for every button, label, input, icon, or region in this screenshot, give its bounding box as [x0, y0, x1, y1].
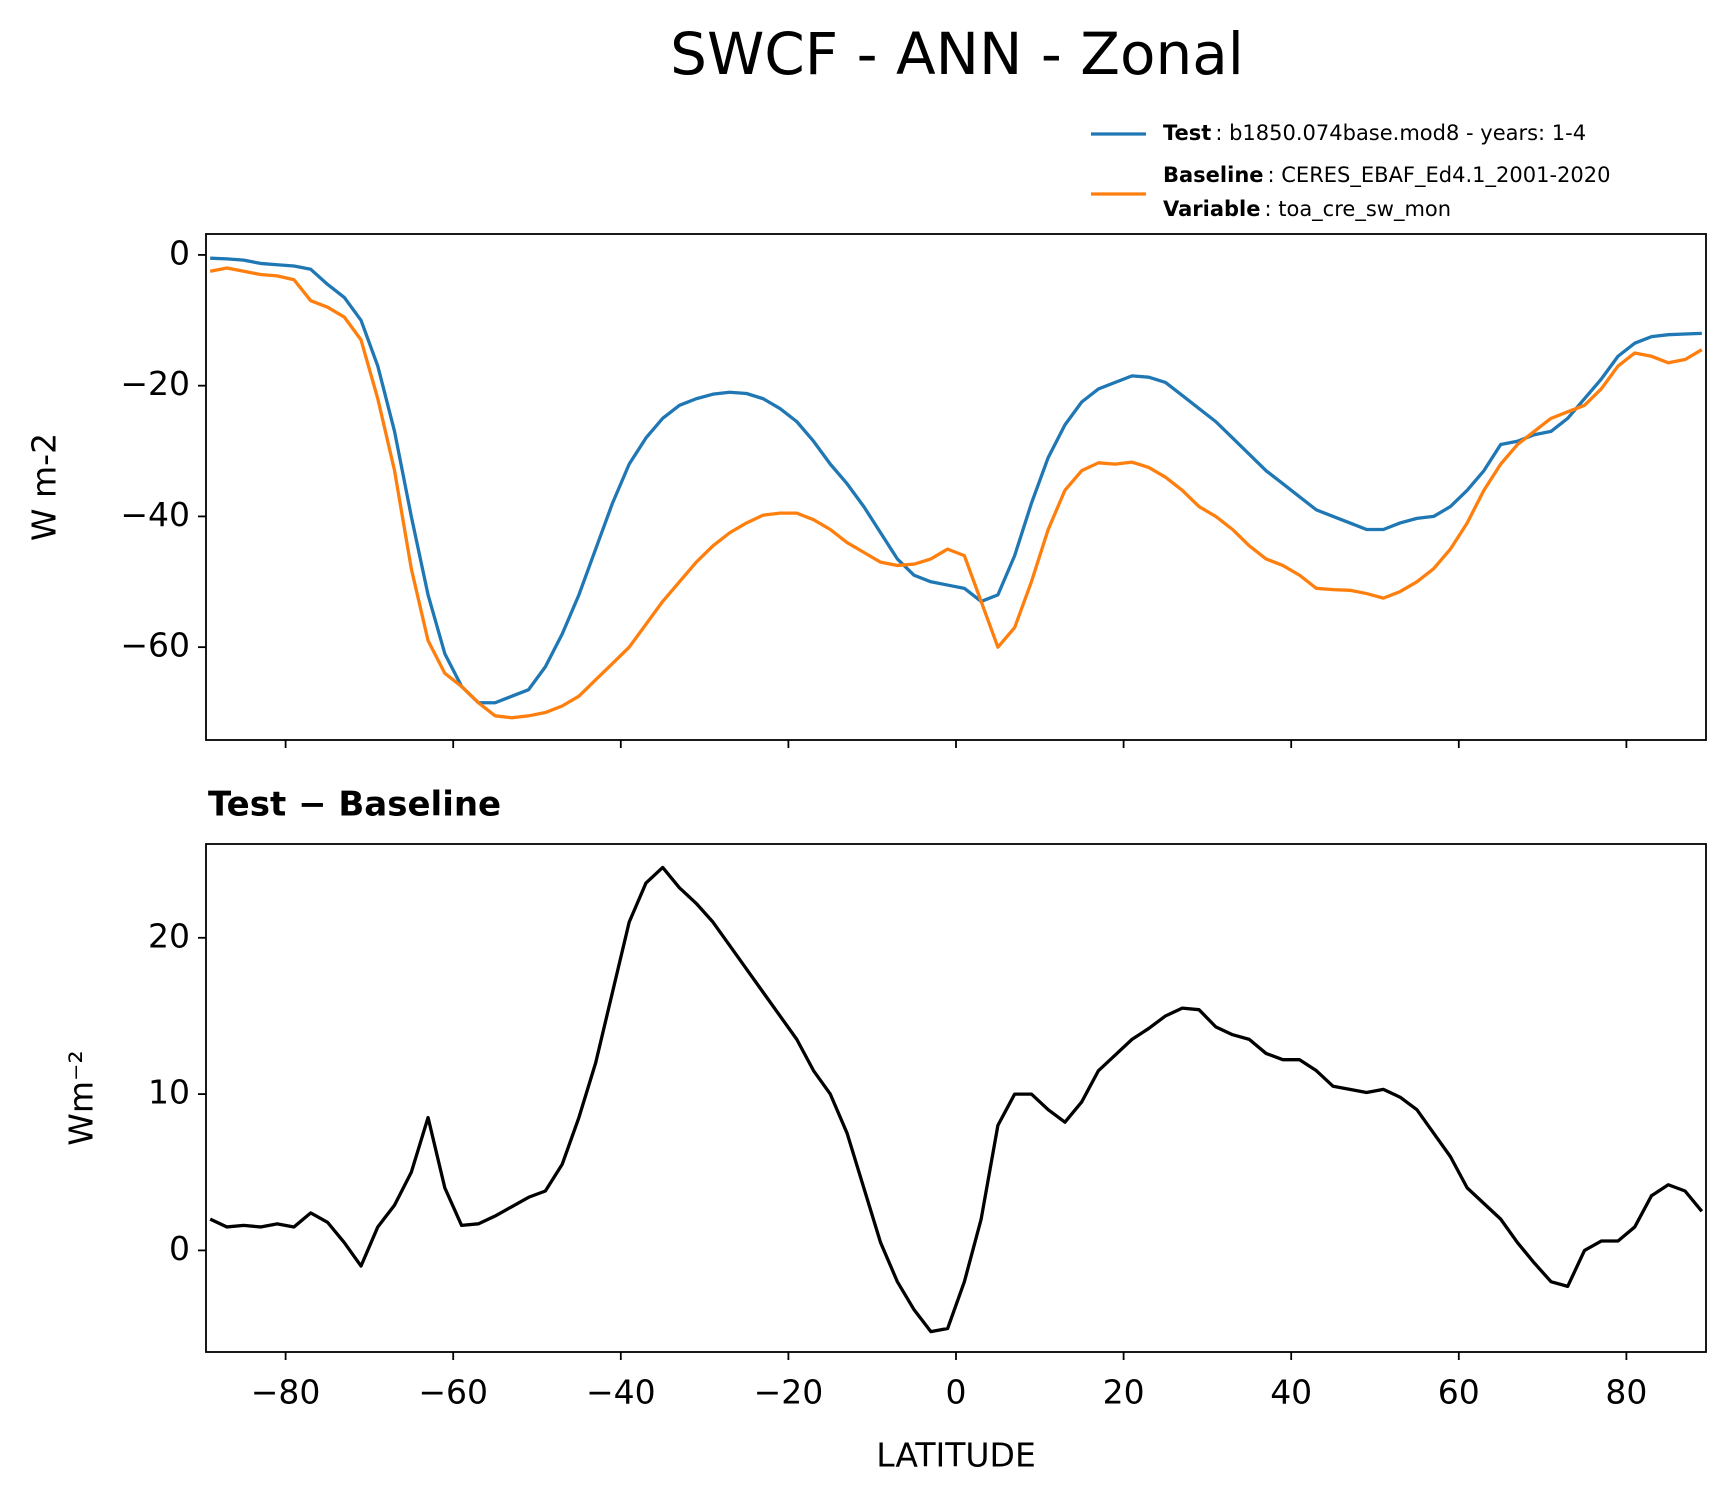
legend-label: : CERES_EBAF_Ed4.1_2001-2020 — [1268, 163, 1611, 188]
data-line — [209, 266, 1703, 720]
x-tick-label: 40 — [1270, 1373, 1312, 1412]
y-tick-label: −60 — [120, 626, 190, 665]
x-axis-label: LATITUDE — [876, 1436, 1036, 1475]
legend-name: Variable — [1163, 197, 1260, 221]
legend-name: Baseline — [1163, 163, 1264, 187]
axes-frame — [205, 843, 1707, 1353]
x-tick-label: 60 — [1438, 1373, 1480, 1412]
y-tick-label: 0 — [169, 1229, 190, 1268]
legend-entry: Variable: toa_cre_sw_mon — [1163, 197, 1451, 222]
axes-frame — [205, 233, 1707, 741]
x-tick-label: −20 — [754, 1373, 824, 1412]
figure-title: SWCF - ANN - Zonal — [670, 20, 1244, 88]
y-axis-label: Wm⁻² — [62, 1050, 101, 1145]
x-tick-label: −60 — [418, 1373, 488, 1412]
legend-entry: Baseline: CERES_EBAF_Ed4.1_2001-2020 — [1163, 163, 1610, 188]
legend-label: : b1850.074base.mod8 - years: 1-4 — [1215, 121, 1586, 145]
y-tick-label: 10 — [148, 1073, 190, 1112]
subplot-title: Test − Baseline — [208, 785, 501, 825]
y-tick-label: −40 — [120, 495, 190, 534]
y-tick-label: −20 — [120, 364, 190, 403]
y-tick-label: 0 — [169, 233, 190, 272]
legend-name: Test — [1163, 121, 1211, 145]
x-tick-label: −80 — [251, 1373, 321, 1412]
y-axis-label: W m-2 — [25, 433, 64, 541]
x-tick-label: −40 — [586, 1373, 656, 1412]
x-tick-label: 20 — [1103, 1373, 1145, 1412]
x-tick-label: 0 — [946, 1373, 967, 1412]
legend-entry: Test: b1850.074base.mod8 - years: 1-4 — [1163, 121, 1586, 145]
legend-label: : toa_cre_sw_mon — [1264, 197, 1451, 222]
x-tick-label: 80 — [1605, 1373, 1647, 1412]
y-tick-label: 20 — [148, 916, 190, 955]
data-line — [210, 256, 1702, 705]
data-line — [209, 865, 1704, 1334]
